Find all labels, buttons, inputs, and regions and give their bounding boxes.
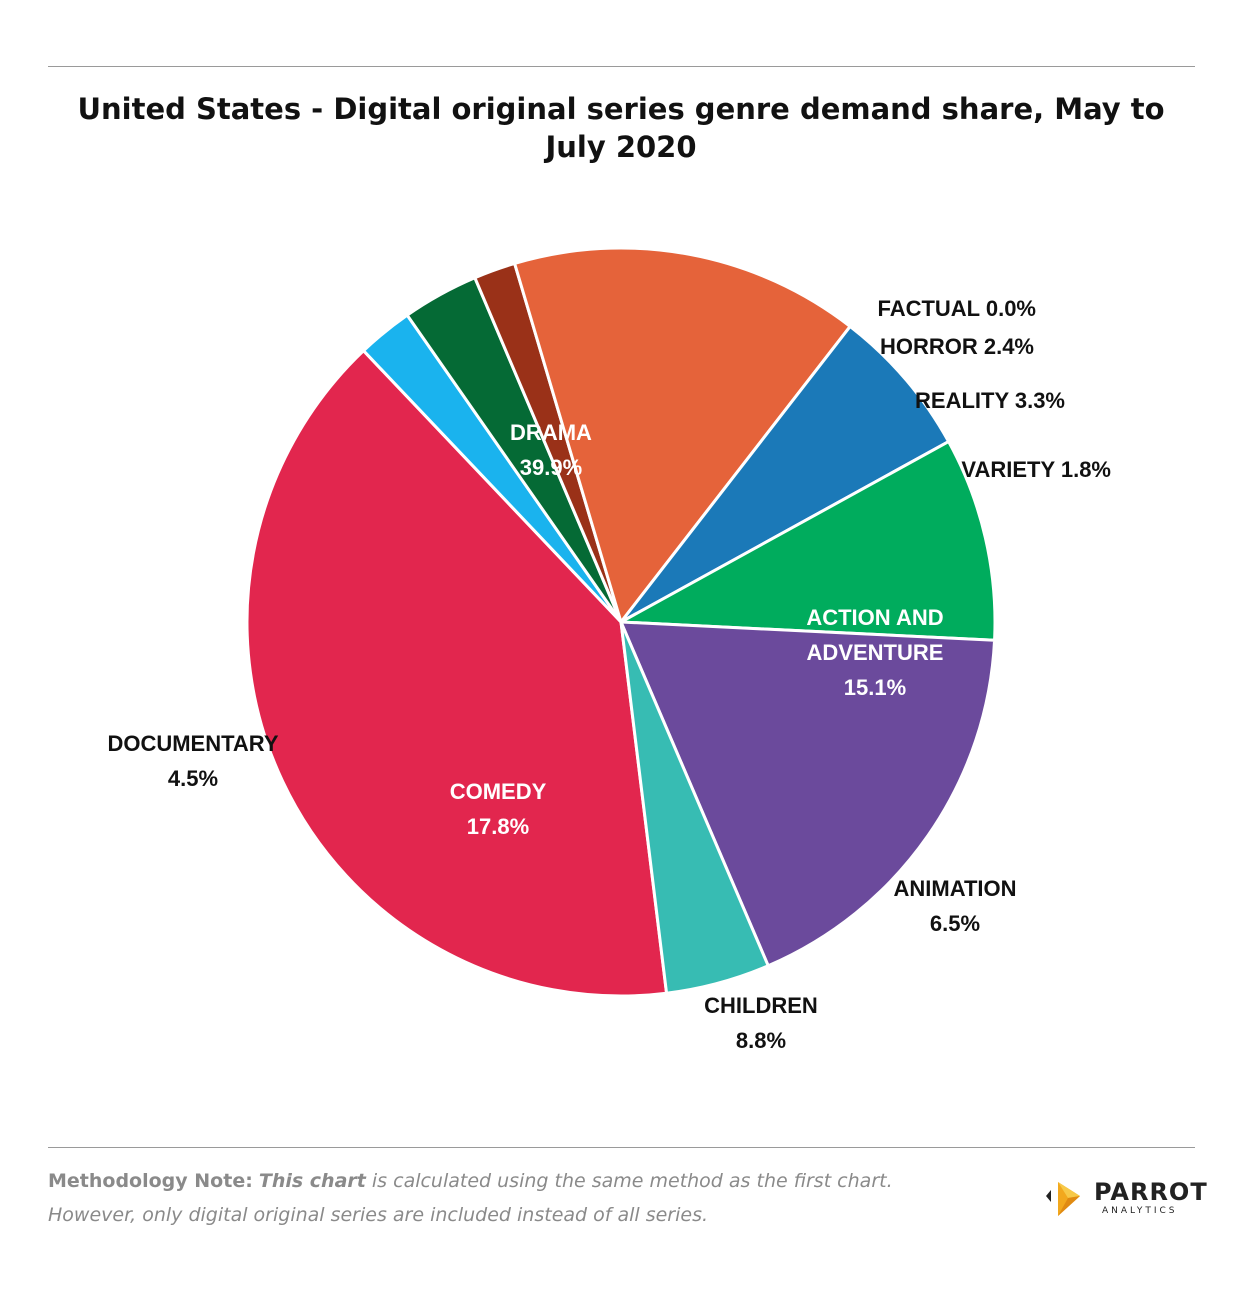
- slice-children-value: 8.8%: [736, 1028, 786, 1053]
- slice-animation-label: ANIMATION 6.5%: [893, 876, 1016, 936]
- parrot-analytics-logo: PARROT ANALYTICS: [1040, 1176, 1207, 1220]
- note-text-line2: However, only digital original series ar…: [48, 1204, 709, 1226]
- logo-subtitle: ANALYTICS: [1102, 1206, 1178, 1216]
- slice-action-and-adventure-label: ACTION AND ADVENTURE 15.1%: [806, 605, 943, 700]
- parrot-logo-icon: [1046, 1182, 1080, 1216]
- slice-action-and-adventure-value: 15.1%: [844, 675, 906, 700]
- bottom-divider: [48, 1147, 1195, 1148]
- logo-brand: PARROT: [1094, 1178, 1208, 1206]
- slice-children-label: CHILDREN 8.8%: [704, 993, 818, 1053]
- slice-documentary: [619, 620, 770, 995]
- slice-horror-label: HORROR 2.4%: [880, 334, 1034, 359]
- top-divider: [48, 66, 1195, 67]
- slice-drama-label: DRAMA 39.9%: [510, 420, 592, 480]
- slice-comedy-value: 17.8%: [467, 814, 529, 839]
- methodology-note: Methodology Note: This chart is calculat…: [48, 1164, 948, 1232]
- slice-drama-value: 39.9%: [520, 455, 582, 480]
- slice-documentary-value: 4.5%: [168, 766, 218, 791]
- slice-factual-label: FACTUAL 0.0%: [877, 296, 1036, 321]
- slice-comedy: [619, 620, 997, 968]
- slice-animation-value: 6.5%: [930, 911, 980, 936]
- slice-reality-label: REALITY 3.3%: [915, 388, 1065, 413]
- slice-children: [619, 440, 997, 642]
- note-text: is calculated using the same method as t…: [365, 1170, 893, 1192]
- slice-variety-label: VARIETY 1.8%: [961, 457, 1111, 482]
- slice-horror-value: 2.4%: [978, 334, 1034, 359]
- pie-slices: [245, 246, 997, 998]
- slice-comedy-label: COMEDY 17.8%: [450, 779, 547, 839]
- pie-labels: DRAMA 39.9% FACTUAL 0.0% HORROR 2.4% REALITY…: [107, 296, 1111, 1053]
- slice-documentary-label: DOCUMENTARY 4.5%: [107, 731, 278, 791]
- note-emphasis: This chart: [258, 1170, 366, 1192]
- slice-drama: [245, 349, 669, 998]
- note-lead: Methodology Note:: [48, 1170, 253, 1192]
- slice-action-and-adventure: [513, 246, 852, 624]
- slice-factual-value: 0.0%: [980, 296, 1036, 321]
- slice-animation: [619, 324, 951, 624]
- slice-variety-value: 1.8%: [1055, 457, 1111, 482]
- slice-reality-value: 3.3%: [1009, 388, 1065, 413]
- chart-title: United States - Digital original series …: [77, 92, 1165, 164]
